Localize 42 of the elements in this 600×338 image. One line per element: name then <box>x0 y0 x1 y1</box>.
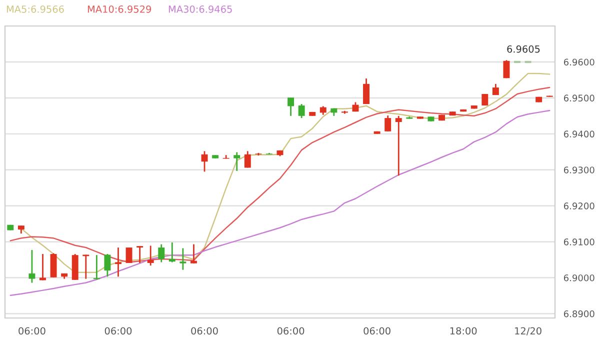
candlestick <box>50 252 57 278</box>
candlestick <box>244 150 251 168</box>
candlestick <box>180 248 186 271</box>
y-tick-label: 6.9300 <box>564 166 594 174</box>
y-tick-label: 6.9100 <box>564 238 594 246</box>
candlestick <box>93 254 100 280</box>
y-tick-label: 6.8900 <box>564 310 594 318</box>
text: MA30:6.9465 <box>168 5 232 13</box>
candlestick <box>395 115 402 176</box>
candlestick <box>168 242 176 263</box>
candlestick <box>82 254 90 280</box>
candlestick <box>158 244 165 263</box>
candlestick <box>190 244 197 264</box>
candlestick <box>136 245 144 264</box>
candlestick <box>28 249 36 284</box>
candlestick <box>288 96 294 117</box>
candlestick <box>40 253 46 281</box>
x-tick-label: 06:00 <box>18 327 46 335</box>
line-series <box>10 110 550 296</box>
candlestick <box>384 114 392 132</box>
candlestick <box>104 253 111 278</box>
candlestick <box>363 78 370 105</box>
y-tick-label: 6.9500 <box>564 94 594 102</box>
candlestick <box>234 152 240 172</box>
text: MA5:6.9566 <box>6 5 64 13</box>
text: MA10:6.9529 <box>88 5 152 13</box>
y-tick-label: 6.9400 <box>564 130 594 138</box>
candlestick <box>147 245 154 266</box>
x-tick-label: 06:00 <box>277 327 304 335</box>
y-tick-label: 6.9000 <box>564 274 594 282</box>
annotation: 6.9605 <box>507 45 540 53</box>
candlestick <box>503 59 510 79</box>
candlestick <box>126 246 132 264</box>
y-tick-label: 6.9200 <box>564 202 594 210</box>
x-tick-label: 06:00 <box>104 327 132 335</box>
x-tick-label: 06:00 <box>364 327 390 335</box>
x-tick-label: 18:00 <box>450 327 477 335</box>
candlestick <box>201 150 208 172</box>
x-tick-label: 12/20 <box>515 327 542 336</box>
x-tick-label: 06:00 <box>191 327 218 335</box>
y-tick-label: 6.9600 <box>564 58 594 66</box>
candlestick <box>298 103 305 119</box>
